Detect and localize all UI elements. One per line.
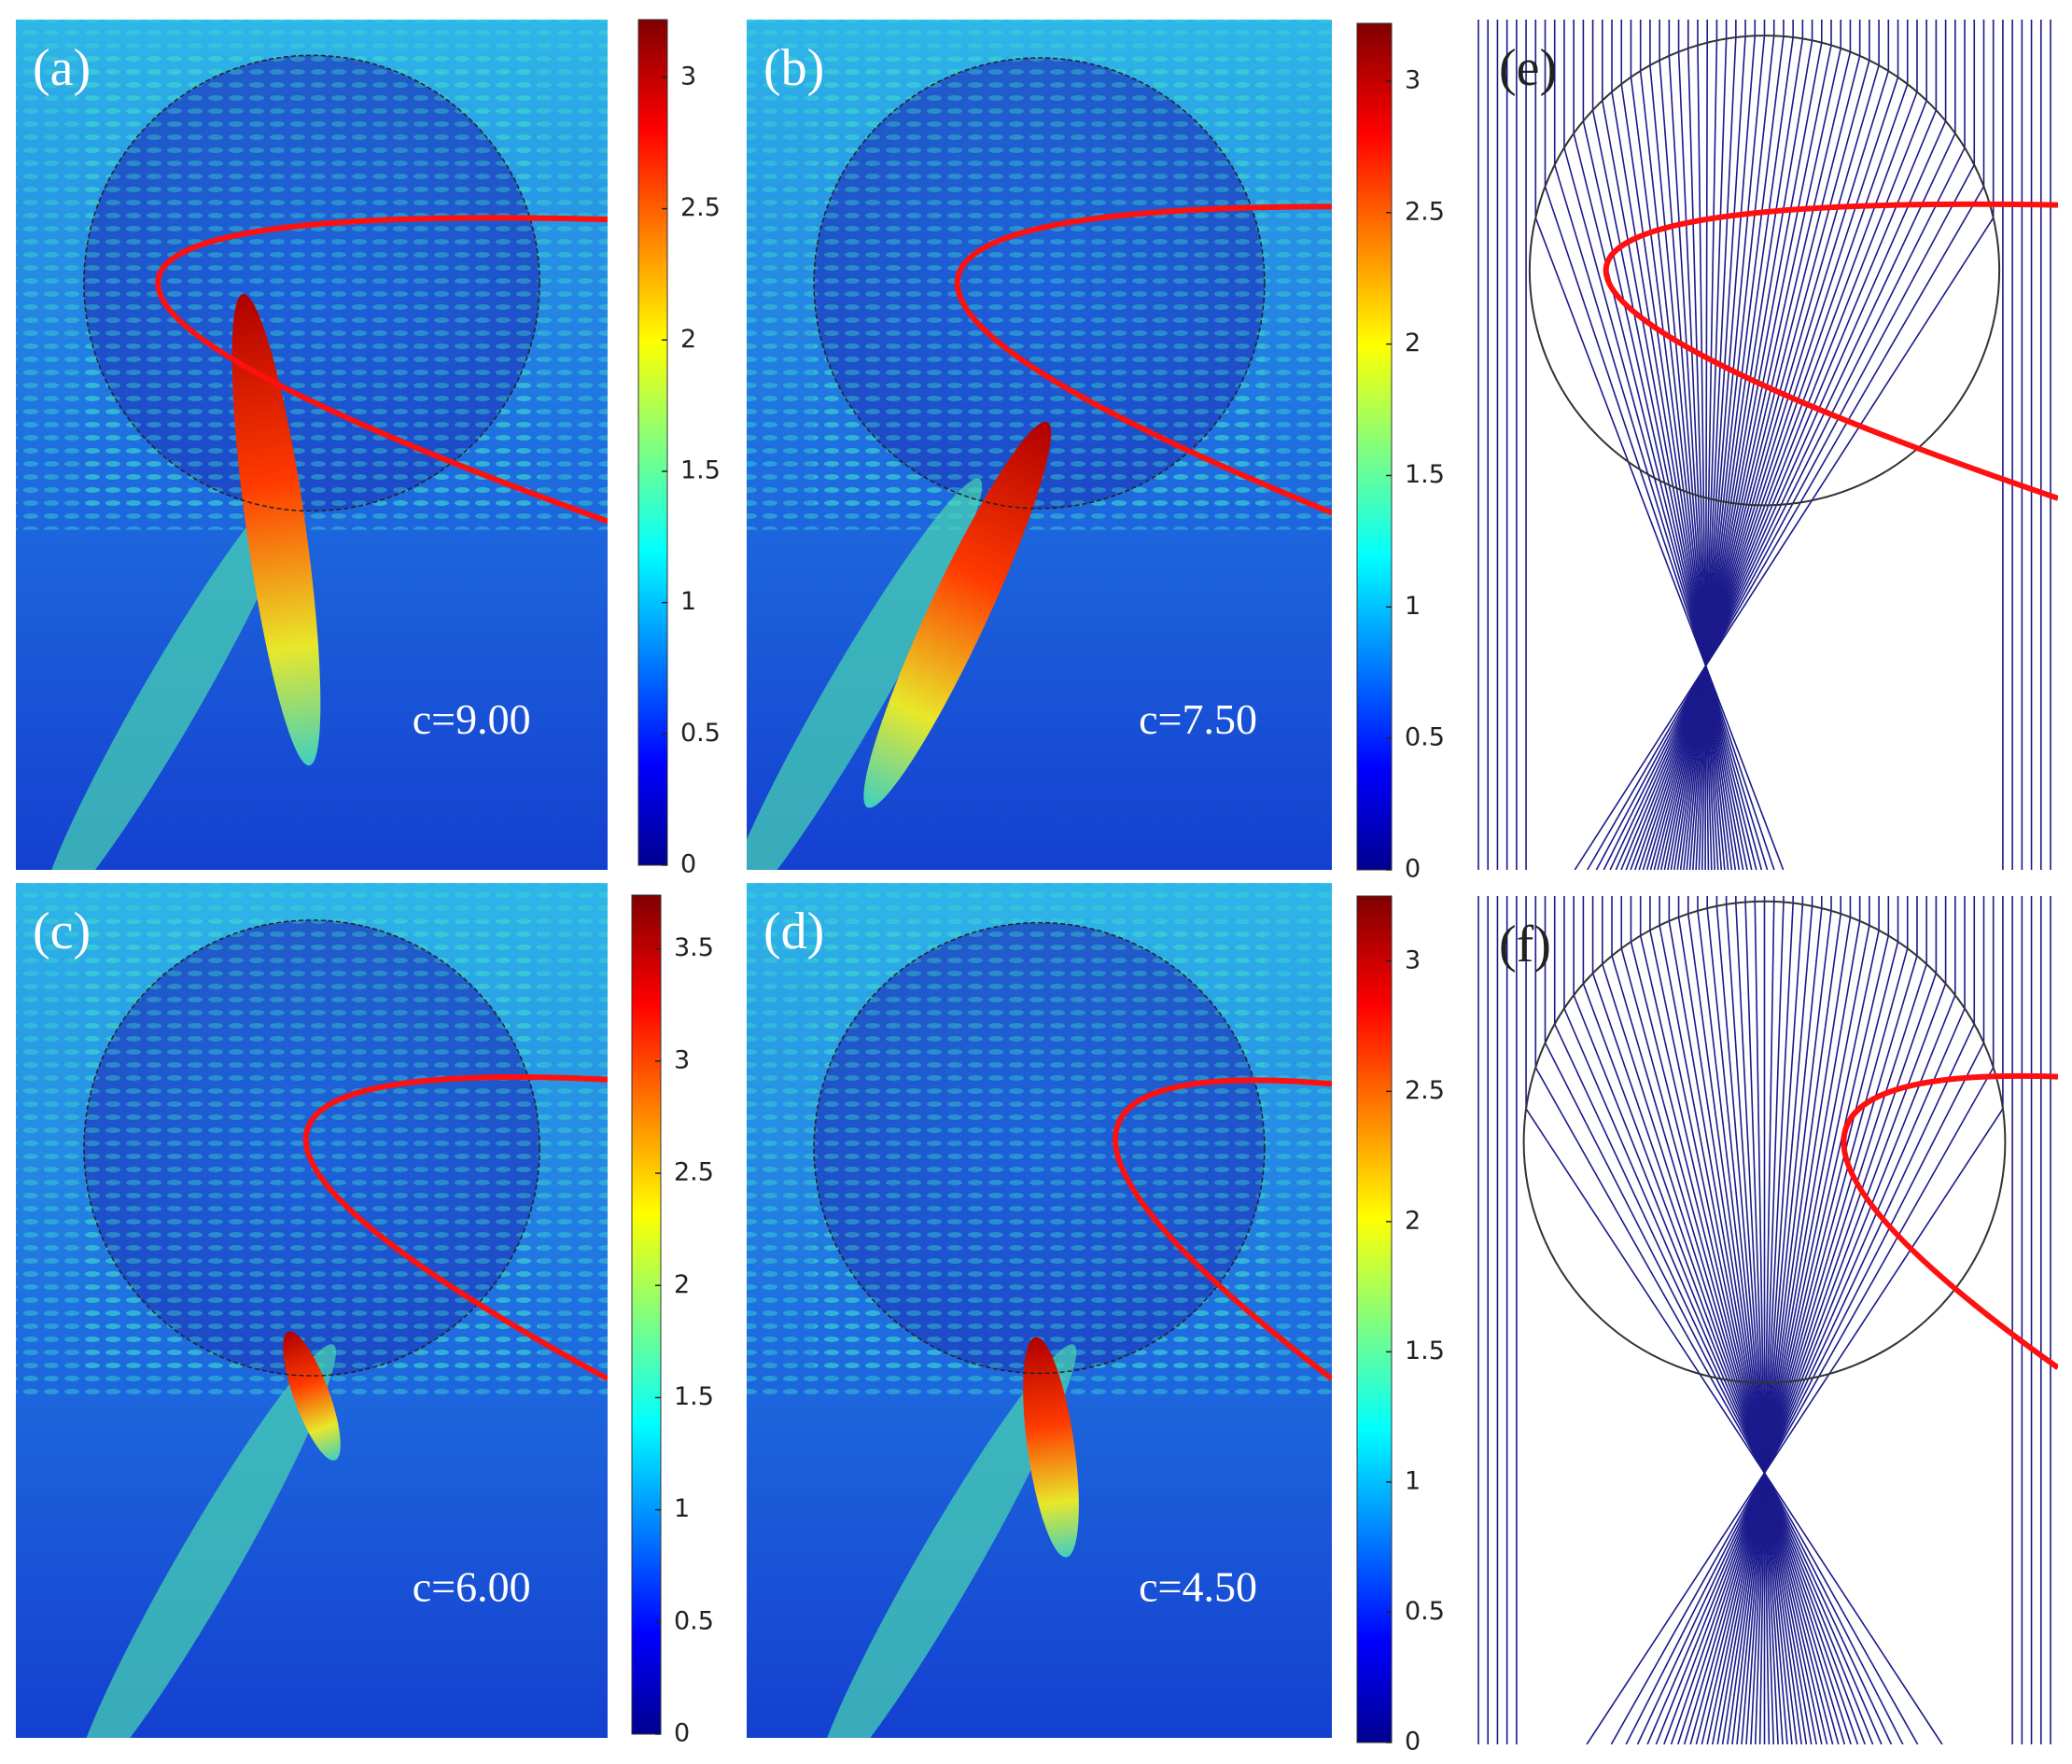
parameter-label: c=6.00 [413,1562,531,1610]
colorbar-tick-label: 0.5 [1405,723,1445,752]
panel-label: (e) [1499,39,1557,97]
colorbar-tick-label: 3.5 [674,933,714,962]
colorbar-tick-label: 2 [1405,1206,1421,1235]
field-content [747,20,1332,870]
colorbar-tick-label: 2.5 [1405,197,1445,226]
colorbar-tick-label: 0.5 [680,719,721,748]
fringes [814,922,1265,1374]
colorbar-tick-label: 0 [1405,1728,1421,1757]
ray-panel: (f) [1477,896,2058,1744]
ray-panel: (e) [1477,20,2058,870]
red-curve [302,1074,608,1381]
colorbar [1356,895,1393,1743]
colorbar-tick-label: 3 [1405,65,1421,94]
ray [1574,20,1995,870]
colorbar-tick-label: 0 [680,850,696,879]
red-curve [155,215,608,525]
ray [1544,896,1904,1744]
panel-label: (f) [1499,916,1551,973]
colorbar-tick-label: 2.5 [1405,1076,1445,1105]
disk-outline [813,57,1266,510]
ray [1625,896,1985,1744]
colorbar-tick-label: 1 [1405,1466,1421,1495]
ray [1625,20,1927,870]
colorbar-tick-label: 1.5 [1405,1337,1445,1365]
field-content [747,883,1332,1738]
side-beam [747,478,983,870]
disk-outline [83,919,540,1377]
colorbar-tick-label: 1 [1405,592,1421,621]
rays [1477,896,2051,1744]
parameter-label: c=4.50 [1139,1562,1257,1610]
colorbar-tick-label: 1 [674,1494,690,1523]
colorbar-tick-label: 3 [680,62,696,91]
panel-label: (c) [33,903,91,960]
side-beam [74,1344,336,1738]
colorbar [631,894,662,1735]
field-panel: (a) c=9.00 0 0.5 1 1.5 2 2.5 3 [16,19,721,879]
red-curve [1603,201,2058,501]
panel-label: (a) [33,39,91,97]
focal-beam [283,1331,341,1461]
colorbar [1356,22,1393,871]
colorbar-tick-label: 3 [674,1045,690,1074]
colorbar-tick-label: 2 [674,1270,690,1299]
lens-outline [1522,900,2007,1384]
red-curve [1113,1077,1332,1381]
field-content [16,883,608,1738]
parameter-label: c=7.50 [1139,695,1257,743]
field-panel: (d) c=4.50 0 0.5 1 1.5 2 2.5 3 [747,883,1445,1757]
field-content [16,20,608,870]
colorbar-tick-label: 0 [1405,855,1421,884]
focal-beam [231,293,321,766]
colorbar-tick-label: 0 [674,1719,690,1748]
colorbar-tick-label: 0.5 [674,1606,714,1635]
colorbar-tick-label: 2 [680,325,696,354]
panel-label: (b) [763,39,824,97]
disk-outline [83,54,540,512]
side-beam [815,1344,1077,1738]
focal-beam [1023,1337,1079,1558]
colorbar-tick-label: 0.5 [1405,1597,1445,1626]
focal-beam [863,421,1052,808]
panel-label: (d) [763,903,824,960]
colorbar-tick-label: 1.5 [674,1382,714,1411]
colorbar-tick-label: 1.5 [1405,460,1445,489]
colorbar-tick-label: 1.5 [680,455,721,484]
side-beam [39,478,301,870]
field-panel: (c) c=6.00 0 0.5 1 1.5 2 2.5 3 3.5 [16,883,714,1748]
colorbar-tick-label: 3 [1405,945,1421,974]
colorbar [637,19,668,866]
field-panel: (b) c=7.50 0 0.5 1 1.5 2 2.5 3 [747,20,1445,884]
colorbar-tick-label: 2.5 [680,193,721,222]
colorbar-tick-label: 1 [680,587,696,616]
parameter-label: c=9.00 [413,695,531,743]
red-curve [955,203,1332,516]
red-curve [1841,1072,2058,1370]
colorbar-tick-label: 2 [1405,329,1421,357]
colorbar-tick-label: 2.5 [674,1158,714,1187]
lens-outline [1528,35,2001,507]
fringes [83,55,540,511]
disk-outline [813,921,1266,1375]
fringes [83,919,540,1377]
